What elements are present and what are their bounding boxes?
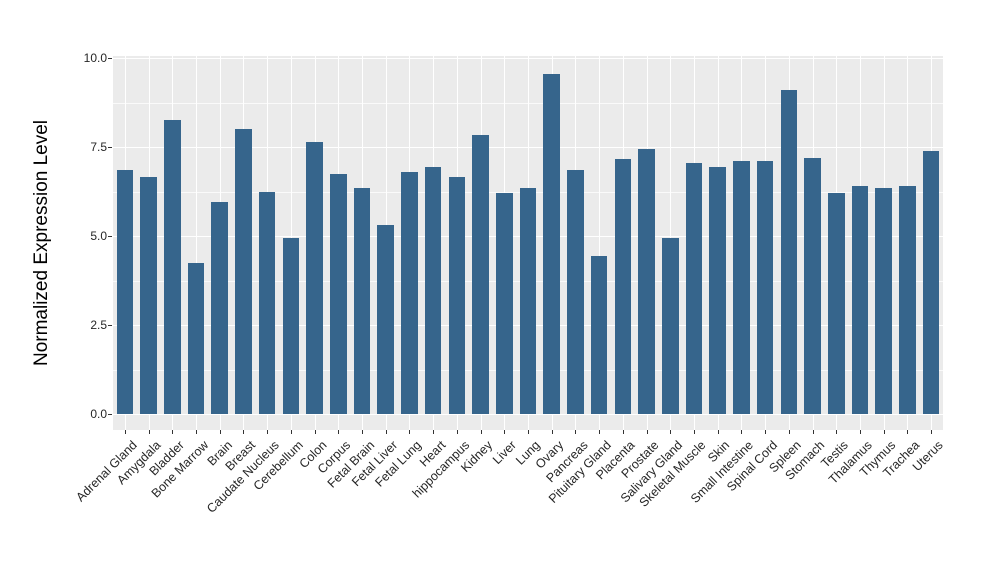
y-tick-label: 2.5 <box>90 318 107 332</box>
bar <box>756 161 774 414</box>
x-tick-mark <box>741 430 743 434</box>
x-tick-mark <box>788 430 790 434</box>
bar <box>496 193 513 414</box>
x-tick-mark <box>528 430 529 434</box>
x-tick-mark <box>717 430 719 434</box>
x-tick-mark <box>314 430 316 434</box>
x-tick-mark <box>504 430 506 434</box>
bar <box>211 202 228 414</box>
bar <box>401 171 418 414</box>
bar <box>519 187 537 414</box>
y-tick-mark <box>108 236 112 237</box>
plot-panel <box>113 56 943 430</box>
x-tick-mark <box>575 430 577 434</box>
x-tick-mark <box>694 430 695 434</box>
x-tick-mark <box>456 430 458 434</box>
x-tick-mark <box>338 430 340 434</box>
x-tick-mark <box>385 430 387 434</box>
x-tick-mark <box>172 430 174 434</box>
x-tick-mark <box>836 430 838 434</box>
x-tick-mark <box>622 430 624 434</box>
bar <box>472 134 489 414</box>
bar <box>780 90 798 414</box>
x-tick-mark <box>409 430 411 434</box>
bar <box>614 159 632 414</box>
bar <box>353 187 371 414</box>
x-tick-mark <box>646 430 648 434</box>
bar <box>804 157 821 414</box>
x-tick-label: Liver <box>490 438 520 468</box>
x-tick-mark <box>124 430 126 434</box>
bar <box>448 177 466 414</box>
y-tick-mark <box>108 58 112 59</box>
bar <box>543 74 560 414</box>
x-tick-mark <box>267 430 269 434</box>
bar <box>875 187 892 414</box>
bar <box>567 170 584 414</box>
x-tick-mark <box>290 430 292 434</box>
x-tick-mark <box>599 430 601 434</box>
y-tick-label: 10.0 <box>83 51 107 65</box>
x-tick-mark <box>362 430 363 434</box>
y-tick-label: 7.5 <box>90 140 107 154</box>
y-axis-title: Normalized Expression Level <box>31 119 52 367</box>
y-tick-label: 5.0 <box>90 229 107 243</box>
bar <box>235 129 252 414</box>
bar <box>258 191 276 414</box>
x-tick-mark <box>812 430 814 434</box>
x-tick-mark <box>196 430 197 434</box>
x-tick-mark <box>860 430 861 434</box>
bar <box>140 177 157 414</box>
y-tick-label: 0.0 <box>90 407 107 421</box>
bar <box>638 148 655 414</box>
x-tick-mark <box>765 430 767 434</box>
x-tick-mark <box>148 430 150 434</box>
bar <box>306 141 323 414</box>
bar <box>424 166 442 414</box>
bar <box>662 237 679 414</box>
bar <box>922 150 940 414</box>
vertical-gridline <box>599 56 601 430</box>
bar <box>282 237 300 414</box>
x-tick-mark <box>480 430 482 434</box>
x-tick-mark <box>219 430 221 434</box>
x-tick-mark <box>551 430 553 434</box>
x-tick-mark <box>883 430 885 434</box>
bar <box>116 170 134 414</box>
bar <box>164 120 181 414</box>
y-tick-mark <box>108 147 112 148</box>
vertical-gridline <box>196 56 197 430</box>
bar <box>899 186 916 414</box>
x-tick-mark <box>433 430 435 434</box>
bar <box>709 166 726 414</box>
y-tick-mark <box>108 325 112 326</box>
bar <box>187 262 205 414</box>
x-tick-mark <box>670 430 672 434</box>
bar <box>590 255 608 414</box>
bar <box>377 225 394 414</box>
bar <box>685 163 703 414</box>
bar <box>330 173 347 414</box>
bar <box>828 193 845 414</box>
x-tick-mark <box>907 430 909 434</box>
x-tick-mark <box>931 430 933 434</box>
x-tick-mark <box>243 430 245 434</box>
bar <box>851 186 869 414</box>
y-tick-mark <box>108 414 112 415</box>
bar <box>733 161 750 414</box>
